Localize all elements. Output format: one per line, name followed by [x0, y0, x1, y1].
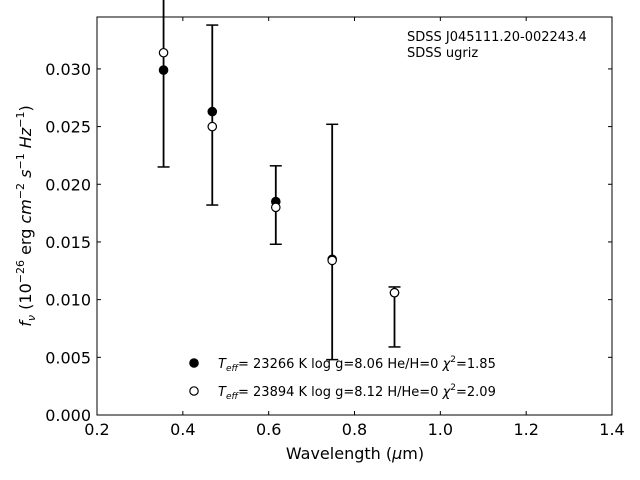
y-tick-label-3: 0.015 [45, 233, 91, 252]
open-point-4 [389, 287, 400, 298]
open-point-0 [158, 47, 169, 58]
y-tick-label-6: 0.030 [45, 60, 91, 79]
x-tick-label-6: 1.4 [599, 420, 624, 439]
y-tick-label-1: 0.005 [45, 348, 91, 367]
legend-label-open: Teff= 23894 K log g=8.12 H/He=0 χ2=2.09 [218, 383, 496, 402]
x-tick-label-5: 1.2 [513, 420, 538, 439]
annotation-object-name: SDSS J045111.20-002243.4 [407, 30, 587, 45]
x-tick-label-3: 0.8 [342, 420, 367, 439]
open-point-2 [270, 202, 281, 213]
axis-ticks: 0.2 0.4 0.6 0.8 1.0 1.2 1.4 0.000 0.005 0.010 0.01… [45, 17, 625, 439]
x-tick-label-4: 1.0 [428, 420, 453, 439]
legend-marker-filled [189, 358, 199, 368]
filled-point-0 [158, 65, 169, 75]
y-tick-label-4: 0.020 [45, 175, 91, 194]
y-tick-label-5: 0.025 [45, 118, 91, 137]
open-point-1 [207, 121, 218, 132]
y-tick-label-2: 0.010 [45, 291, 91, 310]
x-tick-label-0: 0.2 [84, 420, 109, 439]
x-axis-label: Wavelength (μm) [286, 444, 424, 463]
x-tick-label-2: 0.6 [256, 420, 281, 439]
plot-frame [96, 16, 613, 416]
annotation-filter-set: SDSS ugriz [407, 46, 478, 61]
y-axis-label: fν (10−26 erg cm−2 s−1 Hz−1) [14, 105, 38, 326]
x-tick-label-1: 0.4 [170, 420, 195, 439]
legend-marker-open [189, 386, 199, 396]
legend-label-filled: Teff= 23266 K log g=8.06 He/H=0 χ2=1.85 [218, 355, 496, 374]
legend: Teff= 23266 K log g=8.06 He/H=0 χ2=1.85 … [189, 355, 496, 402]
filled-point-1 [207, 106, 218, 117]
data-markers [158, 47, 400, 298]
error-bars [157, 0, 401, 361]
open-point-3 [327, 255, 337, 266]
y-tick-label-0: 0.000 [45, 406, 91, 425]
